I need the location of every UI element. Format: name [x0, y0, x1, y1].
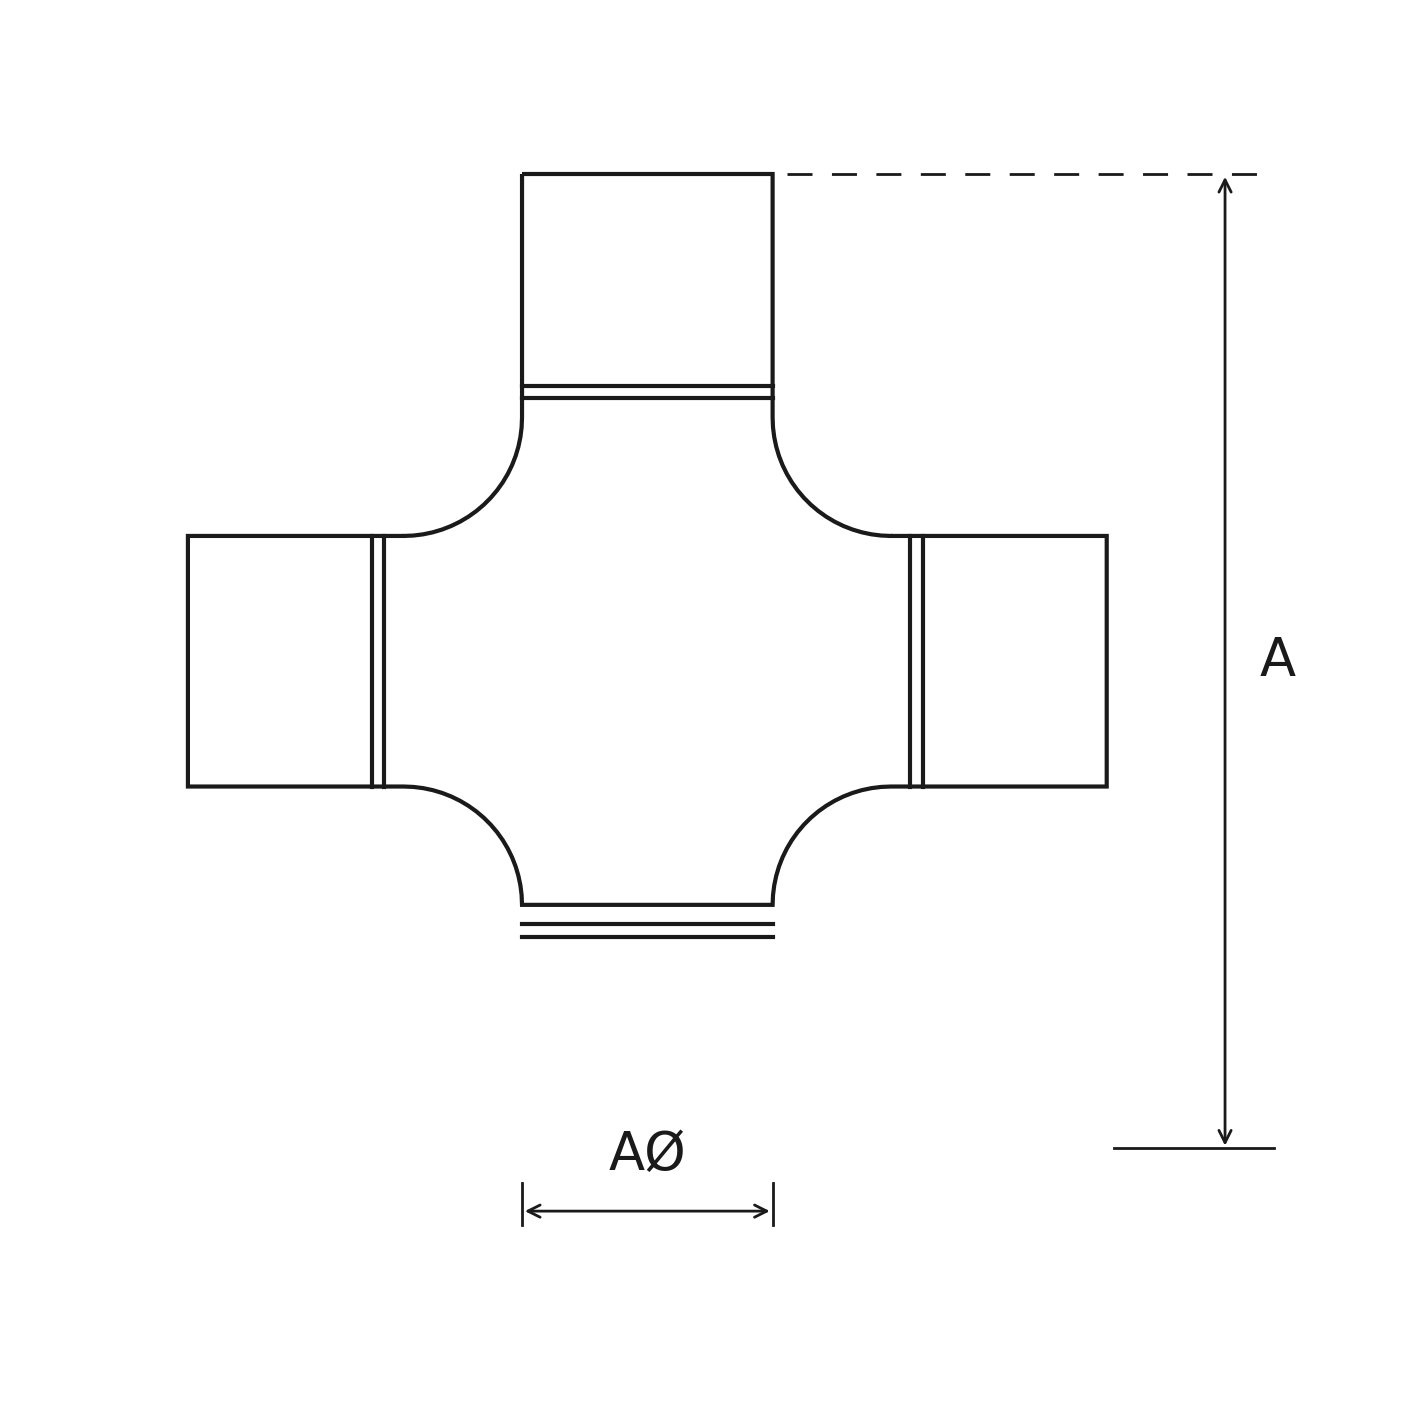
Text: A: A	[1260, 636, 1296, 688]
Text: AØ: AØ	[609, 1129, 686, 1181]
